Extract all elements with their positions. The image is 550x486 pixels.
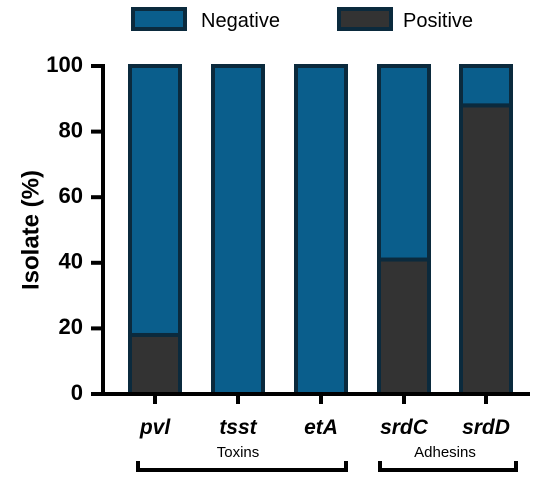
y-tick-label: 100 <box>46 52 83 77</box>
category-groups: Toxins Adhesins <box>136 444 518 472</box>
bar-positive-srdD <box>459 103 513 397</box>
y-tick-label: 40 <box>59 249 83 274</box>
y-tick-label: 80 <box>59 117 83 142</box>
group-bracket-adhesins <box>378 461 518 472</box>
x-tick-label-srdD: srdD <box>462 416 510 439</box>
bar-negative-etA <box>294 64 348 396</box>
legend-swatch-positive <box>337 7 393 31</box>
x-tick-label-etA: etA <box>304 416 338 439</box>
legend-label-negative: Negative <box>201 10 280 32</box>
x-axis: pvl tsst etA srdC srdD <box>101 392 530 439</box>
x-tick-label-pvl: pvl <box>139 416 172 439</box>
bars <box>128 64 513 397</box>
x-tick-label-srdC: srdC <box>380 416 429 439</box>
bar-positive-pvl <box>128 332 182 396</box>
y-tick-label: 60 <box>59 183 83 208</box>
bar-negative-pvl <box>128 64 182 337</box>
bar-negative-srdD <box>459 64 513 108</box>
y-tick-label: 20 <box>59 314 83 339</box>
y-axis: 0 20 40 60 80 100 <box>46 52 105 405</box>
group-label-adhesins: Adhesins <box>414 444 476 461</box>
legend: Negative Positive <box>131 7 473 32</box>
legend-swatch-negative <box>131 7 187 31</box>
legend-label-positive: Positive <box>403 10 473 32</box>
group-label-toxins: Toxins <box>217 444 260 461</box>
bar-positive-srdC <box>377 257 431 396</box>
bar-negative-tsst <box>211 64 265 396</box>
x-tick-label-tsst: tsst <box>219 416 257 439</box>
y-axis-label: Isolate (%) <box>17 170 44 290</box>
group-bracket-toxins <box>136 461 348 472</box>
y-tick-label: 0 <box>71 380 83 405</box>
bar-negative-srdC <box>377 64 431 262</box>
